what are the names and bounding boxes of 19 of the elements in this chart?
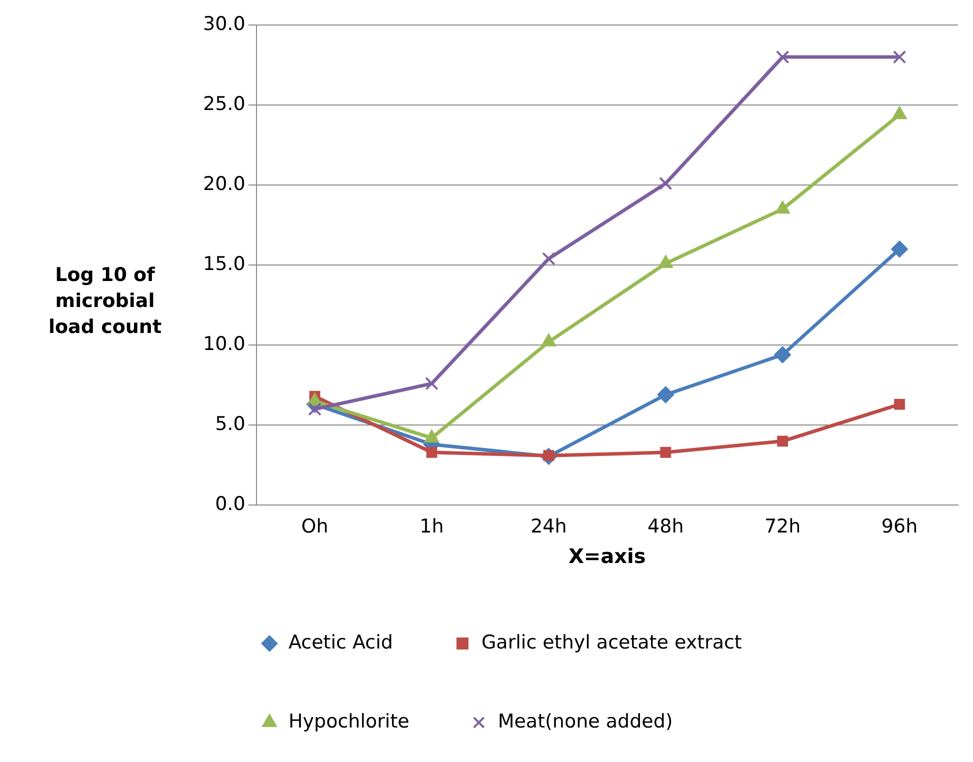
x-axis-title: X=axis [568,544,646,568]
x-tick-label: Oh [301,516,328,538]
x-tick-label: 24h [530,516,567,538]
y-axis-title: Log 10 of microbial load count [47,263,163,340]
y-tick-label: 25.0 [202,92,246,115]
x-tick-label: 48h [648,516,684,538]
x-tick-label: 1h [420,516,444,538]
y-tick-label: 10.0 [202,333,246,356]
x-tick-label: 72h [764,516,801,538]
legend-label: Garlic ethyl acetate extract [481,631,742,654]
y-tick-label: 15.0 [202,253,246,276]
legend-label: Meat(none added) [498,710,673,732]
y-tick-label: 0.0 [215,493,246,516]
y-tick-label: 5.0 [215,413,246,436]
x-tick-label: 96h [881,516,918,538]
legend-label: Hypochlorite [288,710,410,732]
legend-label: Acetic Acid [288,631,393,654]
y-tick-label: 20.0 [202,173,246,196]
y-tick-label: 30.0 [202,12,246,35]
